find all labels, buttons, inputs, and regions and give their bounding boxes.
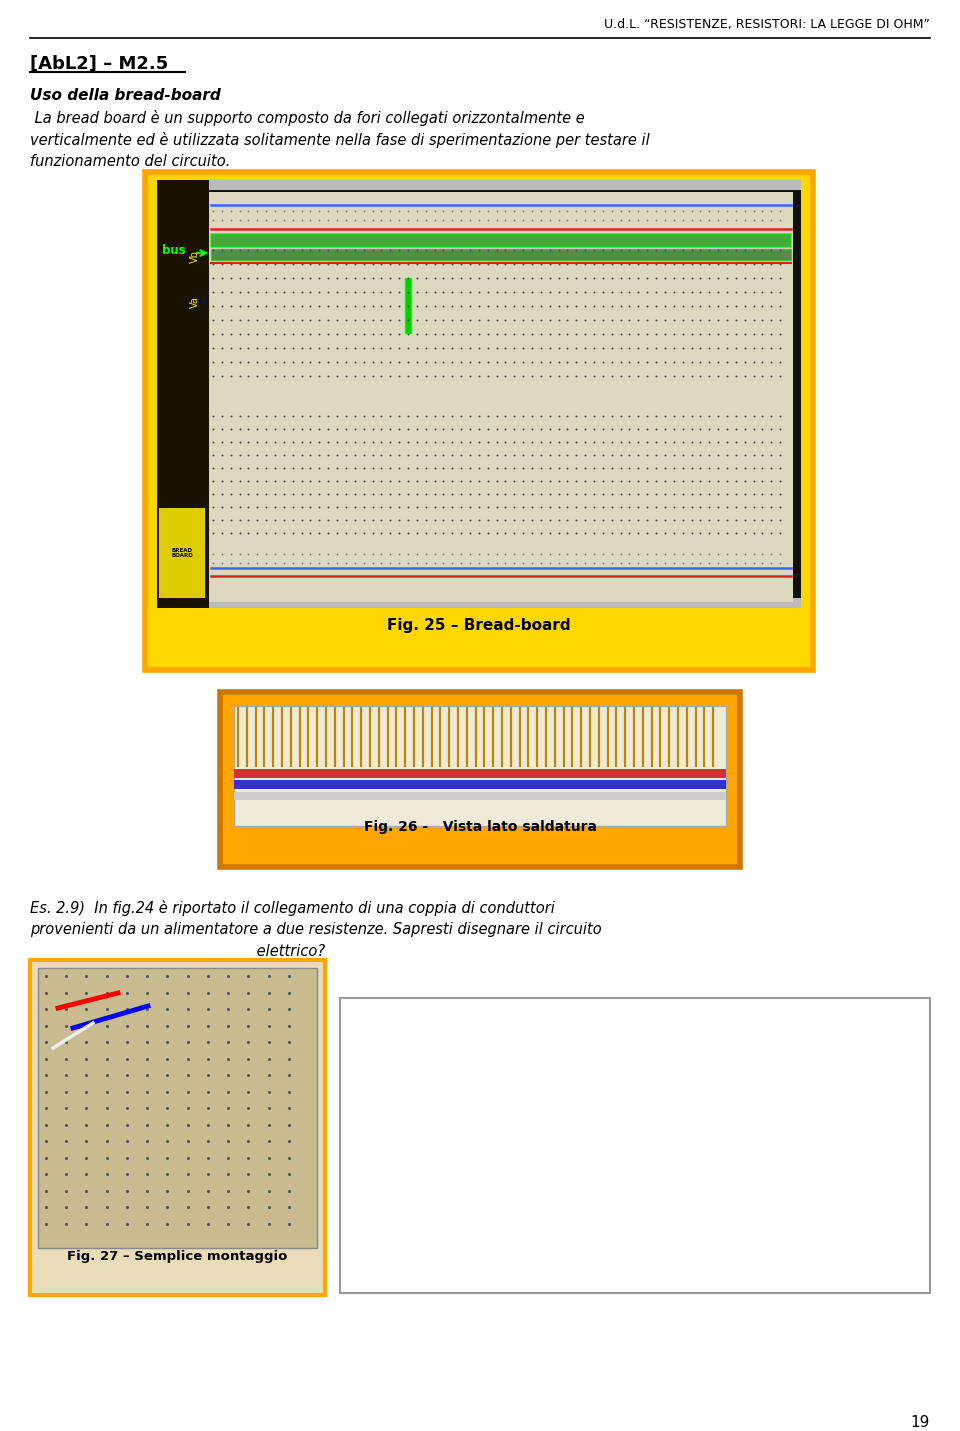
Bar [145, 172, 813, 670]
Text: Fig. 26 -   Vista lato saldatura: Fig. 26 - Vista lato saldatura [364, 820, 596, 834]
Bar [38, 967, 317, 1248]
Bar [30, 960, 325, 1295]
Bar [157, 598, 801, 608]
Text: Es. 2.9)  In fig.24 è riportato il collegamento di una coppia di conduttori: Es. 2.9) In fig.24 è riportato il colleg… [30, 900, 555, 916]
Text: Fig. 25 – Bread-board: Fig. 25 – Bread-board [387, 618, 571, 633]
Bar [157, 180, 801, 608]
Bar [234, 780, 726, 788]
Bar [340, 997, 930, 1294]
Text: [AbL2] – M2.5: [AbL2] – M2.5 [30, 54, 168, 73]
Bar [211, 235, 791, 248]
Text: Vb: Vb [190, 250, 200, 263]
Text: provenienti da un alimentatore a due resistenze. Sapresti disegnare il circuito: provenienti da un alimentatore a due res… [30, 922, 602, 937]
Text: Uso della bread-board: Uso della bread-board [30, 87, 221, 103]
Bar [234, 791, 726, 800]
Text: 19: 19 [911, 1415, 930, 1430]
Bar [404, 278, 411, 333]
Bar [234, 705, 726, 826]
Text: Fig. 27 – Semplice montaggio: Fig. 27 – Semplice montaggio [67, 1251, 288, 1264]
Bar [234, 768, 726, 777]
Bar [159, 508, 205, 598]
Bar [220, 693, 740, 867]
Bar [157, 180, 801, 190]
Text: verticalmente ed è utilizzata solitamente nella fase di sperimentazione per test: verticalmente ed è utilizzata solitament… [30, 132, 650, 147]
Text: elettrico?: elettrico? [30, 944, 325, 959]
Text: La bread board è un supporto composto da fori collegati orizzontalmente e: La bread board è un supporto composto da… [30, 110, 585, 126]
Text: Va: Va [190, 296, 200, 308]
Bar [157, 180, 209, 608]
Bar [209, 398, 793, 408]
Text: U.d.L. “RESISTENZE, RESISTORI: LA LEGGE DI OHM”: U.d.L. “RESISTENZE, RESISTORI: LA LEGGE … [604, 19, 930, 31]
Bar [211, 249, 791, 260]
Bar [209, 192, 793, 602]
Text: BREAD
BOARD: BREAD BOARD [171, 548, 193, 558]
Text: bus: bus [162, 245, 185, 258]
Text: funzionamento del circuito.: funzionamento del circuito. [30, 155, 230, 169]
